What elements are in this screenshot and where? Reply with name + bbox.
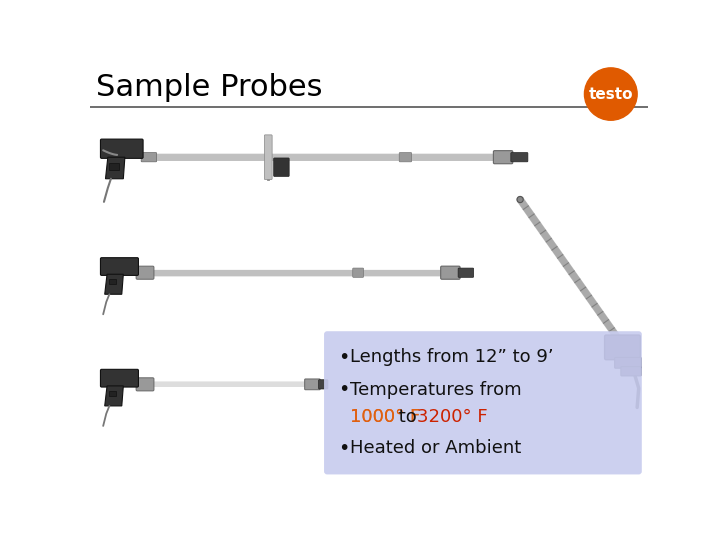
FancyBboxPatch shape [319, 380, 328, 389]
Polygon shape [106, 157, 125, 179]
Bar [109, 164, 119, 170]
Text: 3200° F: 3200° F [417, 408, 487, 427]
FancyBboxPatch shape [458, 268, 474, 278]
FancyBboxPatch shape [399, 153, 412, 162]
Bar [109, 390, 117, 396]
FancyBboxPatch shape [141, 153, 157, 162]
FancyBboxPatch shape [136, 266, 154, 279]
Text: to: to [392, 408, 422, 427]
Text: •: • [338, 380, 349, 399]
Text: testo: testo [588, 86, 633, 102]
FancyBboxPatch shape [615, 357, 641, 368]
FancyBboxPatch shape [441, 266, 460, 279]
Bar [109, 279, 117, 284]
FancyBboxPatch shape [305, 379, 320, 390]
FancyBboxPatch shape [324, 331, 642, 475]
Text: Temperatures from: Temperatures from [351, 381, 522, 399]
Text: •: • [338, 439, 349, 458]
FancyBboxPatch shape [101, 369, 138, 387]
FancyBboxPatch shape [101, 139, 143, 158]
Text: 1000° F: 1000° F [351, 408, 420, 427]
Polygon shape [104, 274, 123, 294]
FancyBboxPatch shape [101, 258, 138, 275]
Polygon shape [104, 386, 123, 406]
FancyBboxPatch shape [264, 135, 272, 179]
Circle shape [517, 197, 523, 202]
Text: Sample Probes: Sample Probes [96, 73, 323, 103]
Text: Heated or Ambient: Heated or Ambient [351, 439, 522, 457]
Text: Lengths from 12” to 9’: Lengths from 12” to 9’ [351, 348, 554, 367]
FancyBboxPatch shape [353, 268, 364, 278]
Text: •: • [338, 348, 349, 367]
FancyBboxPatch shape [605, 335, 640, 360]
Circle shape [585, 68, 637, 120]
Text: 1000° F to 3200° F: 1000° F to 3200° F [351, 408, 521, 427]
FancyBboxPatch shape [274, 158, 289, 177]
Text: 1000° F: 1000° F [351, 408, 420, 427]
FancyBboxPatch shape [493, 151, 513, 164]
FancyBboxPatch shape [510, 153, 528, 162]
FancyBboxPatch shape [136, 378, 154, 391]
FancyBboxPatch shape [621, 367, 641, 376]
